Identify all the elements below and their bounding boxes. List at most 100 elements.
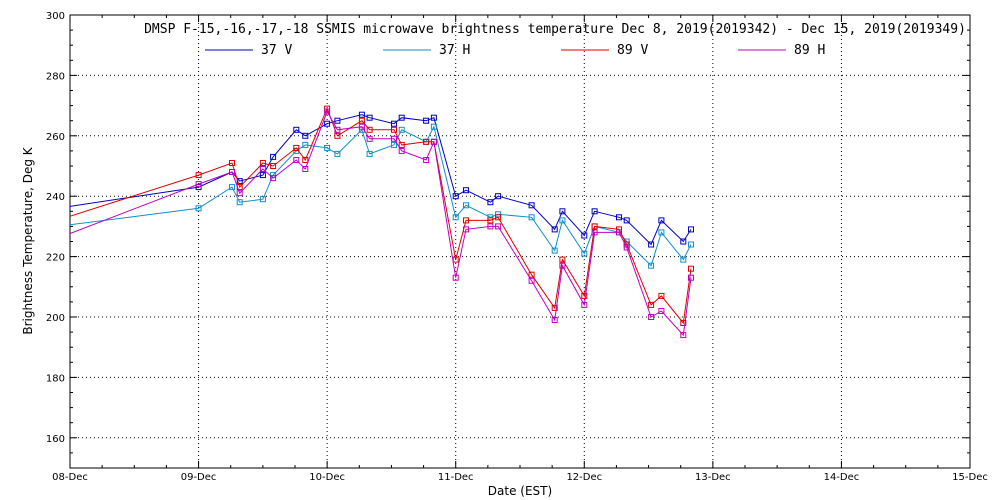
data-point-89-h: [324, 108, 331, 115]
data-point-37-v: [551, 226, 558, 233]
data-point-37-v: [528, 202, 535, 209]
data-point-37-h: [581, 250, 588, 257]
data-point-37-h: [648, 262, 655, 269]
data-point-37-v: [658, 217, 665, 224]
legend-label: 89 H: [794, 43, 825, 58]
data-point-89-h: [259, 166, 266, 172]
data-point-89-v: [358, 117, 365, 124]
data-point-37-v: [334, 117, 341, 124]
data-point-89-h: [430, 138, 437, 145]
legend-label: 37 H: [439, 43, 470, 58]
data-point-89-h: [487, 223, 494, 230]
chart-title: DMSP F-15,-16,-17,-18 SSMIS microwave br…: [144, 22, 966, 37]
y-tick-label: 260: [46, 132, 65, 143]
data-point-37-v: [302, 132, 309, 139]
data-point-89-v: [391, 126, 397, 133]
data-point-89-h: [398, 147, 405, 154]
legend-item-37-h: 37 H: [383, 43, 470, 58]
data-point-89-h: [688, 274, 694, 281]
legend: 37 V 37 H 89 V 89 H: [205, 43, 825, 58]
data-point-37-v: [423, 117, 430, 124]
data-point-89-h: [236, 190, 243, 197]
data-point-89-h: [528, 277, 535, 284]
data-point-37-h: [366, 150, 373, 157]
data-point-37-h: [259, 196, 266, 203]
data-point-89-h: [495, 223, 502, 230]
data-point-37-h: [302, 141, 309, 148]
x-tick-label: 11-Dec: [438, 472, 474, 483]
data-point-89-v: [581, 292, 588, 299]
axis-ticks: 08-Dec 09-Dec 10-Dec 11-Dec 12-Dec 13-Dec 14-D…: [46, 11, 988, 483]
data-point-37-h: [658, 229, 665, 236]
data-point-37-v: [688, 226, 694, 233]
data-point-37-v: [236, 178, 243, 185]
data-point-37-v: [270, 153, 277, 160]
data-point-37-h: [236, 199, 243, 206]
x-tick-label: 08-Dec: [52, 472, 88, 483]
data-point-89-h: [591, 229, 598, 236]
data-point-89-h: [581, 301, 588, 308]
data-point-37-h: [195, 205, 202, 212]
data-point-89-v: [259, 160, 266, 166]
data-point-89-h: [658, 308, 665, 314]
data-point-37-h: [528, 214, 535, 221]
data-point-89-h: [270, 175, 277, 182]
data-point-89-v: [270, 163, 277, 169]
data-point-37-v: [487, 199, 494, 206]
data-point-89-v: [423, 138, 430, 145]
data-point-89-h: [623, 244, 630, 251]
data-point-89-h: [391, 135, 397, 142]
legend-item-37-v: 37 V: [205, 43, 292, 58]
data-point-37-v: [616, 214, 622, 221]
data-point-37-v: [591, 208, 598, 215]
data-point-37-h: [487, 214, 494, 221]
legend-label: 37 V: [261, 43, 292, 58]
data-point-89-h: [358, 123, 365, 130]
data-point-89-h: [551, 317, 558, 323]
data-point-37-h: [430, 123, 437, 130]
x-tick-label: 13-Dec: [695, 472, 731, 483]
data-point-89-v: [398, 141, 405, 148]
data-point-37-v: [495, 193, 502, 200]
data-point-89-h: [293, 157, 300, 163]
data-point-37-h: [391, 141, 397, 148]
data-point-89-v: [302, 157, 309, 163]
data-point-37-v: [452, 193, 459, 200]
data-point-89-v: [680, 320, 687, 326]
data-point-89-h: [559, 262, 566, 269]
data-point-37-v: [391, 120, 397, 127]
data-point-89-h: [195, 181, 202, 188]
data-point-89-h: [648, 314, 655, 320]
data-point-37-h: [559, 217, 566, 224]
data-point-37-v: [430, 114, 437, 121]
data-point-89-h: [366, 135, 373, 142]
y-tick-label: 180: [46, 373, 65, 384]
data-point-89-v: [559, 256, 566, 263]
x-tick-label: 09-Dec: [181, 472, 217, 483]
series-layer: [70, 105, 694, 339]
data-point-37-h: [463, 202, 469, 209]
data-point-37-h: [680, 256, 687, 263]
data-point-37-v: [648, 241, 655, 248]
data-point-89-v: [591, 223, 598, 230]
data-point-89-v: [551, 304, 558, 311]
data-point-37-v: [259, 172, 266, 179]
series-line-89-v: [70, 107, 692, 325]
grid: [70, 15, 970, 468]
data-point-89-h: [302, 166, 309, 172]
y-tick-label: 220: [46, 253, 65, 264]
data-point-89-h: [452, 274, 459, 281]
data-point-37-v: [293, 126, 300, 133]
data-point-89-h: [229, 169, 235, 175]
y-tick-label: 200: [46, 313, 65, 324]
y-tick-label: 280: [46, 71, 65, 82]
legend-item-89-h: 89 H: [738, 43, 825, 58]
series-line-37-v: [70, 114, 692, 246]
data-point-89-h: [463, 226, 469, 233]
data-point-37-v: [463, 187, 469, 194]
data-point-37-h: [334, 150, 341, 157]
y-axis-label: Brightness Temperature, Deg K: [21, 146, 35, 334]
data-point-89-h: [680, 332, 687, 339]
y-tick-label: 160: [46, 434, 65, 445]
